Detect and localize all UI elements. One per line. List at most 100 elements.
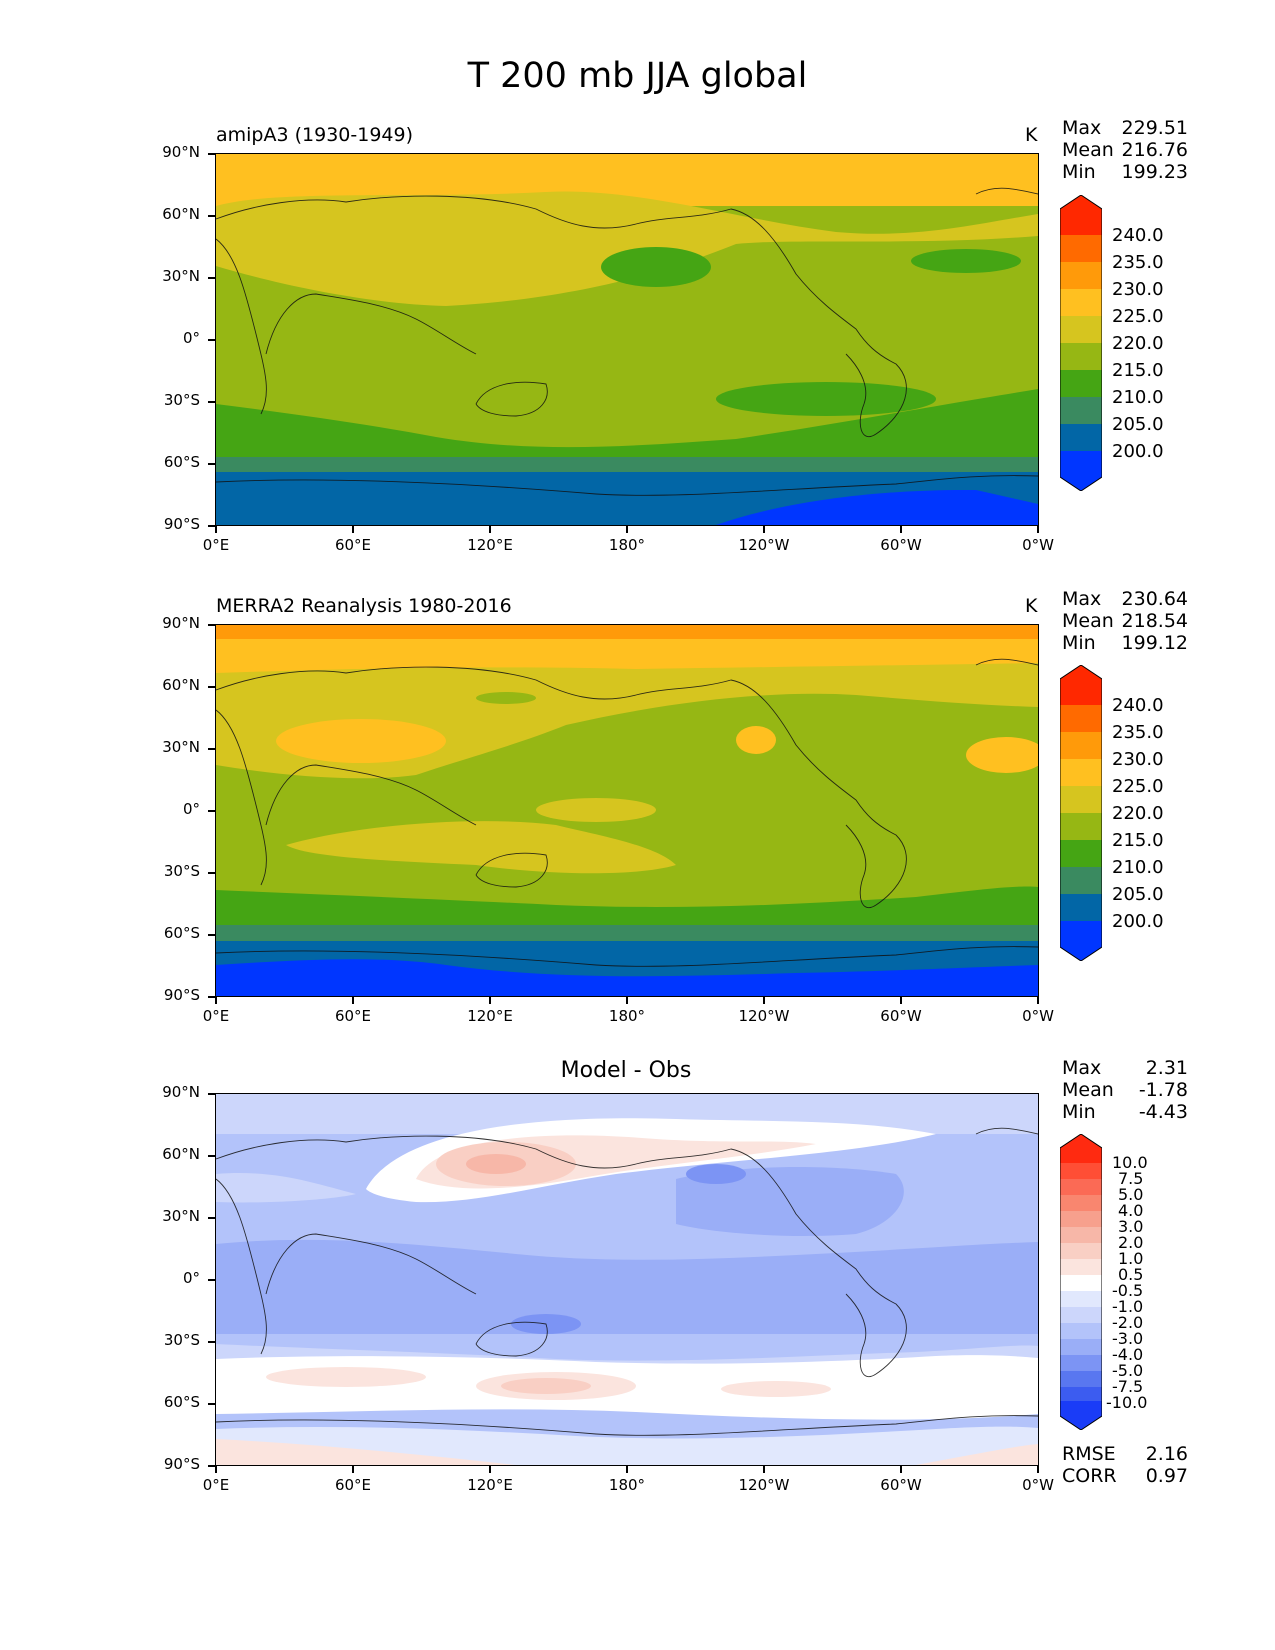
p3-cbar-neg5: -5.0 — [1112, 1361, 1144, 1380]
panel3-title: Model - Obs — [560, 1058, 692, 1083]
p1-lon-0e: 0°E — [202, 536, 230, 554]
panel3-metrics: RMSE 2.16 CORR 0.97 — [1062, 1443, 1188, 1487]
p2-cbar-205: 205.0 — [1112, 884, 1164, 905]
p2-cbar-200: 200.0 — [1112, 911, 1164, 932]
p2-band-230 — [216, 625, 1038, 639]
p2-lon-120e: 120°E — [467, 1007, 513, 1025]
p3-lat-30n: 30°N — [162, 1207, 200, 1225]
p2-band-210 — [216, 886, 1038, 930]
p2-lat-60n: 60°N — [162, 676, 200, 694]
p1-lon-60w: 60°W — [880, 536, 922, 554]
p2-lat-30s: 30°S — [163, 862, 200, 880]
panel2-stats: Max 230.64 Mean 218.54 Min 199.12 — [1062, 588, 1188, 654]
p2-lat-60s: 60°S — [163, 924, 200, 942]
p1-cbar-230: 230.0 — [1112, 279, 1164, 300]
p1-lon-0w: 0°W — [1022, 536, 1054, 554]
p1-lat-60n: 60°N — [162, 205, 200, 223]
p2-lat-90s: 90°S — [163, 986, 200, 1004]
panel1-units: K — [1025, 124, 1038, 146]
panel2-colorbar — [1059, 664, 1103, 962]
panel2-map — [215, 624, 1039, 997]
panel3-map — [215, 1093, 1039, 1466]
p3-cbar-neg10: -10.0 — [1106, 1393, 1148, 1412]
panel2-contour-field — [216, 625, 1038, 996]
p3-lat-60n: 60°N — [162, 1145, 200, 1163]
p1-lat-60s: 60°S — [163, 453, 200, 471]
p1-cold-pacific — [601, 247, 711, 287]
p3-cbar-2: 2.0 — [1118, 1233, 1144, 1252]
p1-lat-0: 0° — [182, 329, 200, 347]
p1-cold-south-pacific — [716, 382, 936, 416]
figure-title: T 200 mb JJA global — [467, 56, 808, 96]
p1-cbar-220: 220.0 — [1112, 333, 1164, 354]
p1-band-220-north — [216, 191, 1038, 306]
p2-band-205 — [216, 925, 1038, 943]
p2-lat-90n: 90°N — [162, 614, 200, 632]
p2-band-220-south — [286, 821, 676, 874]
p3-warm-south-1 — [266, 1367, 426, 1387]
p2-lon-180: 180° — [608, 1007, 646, 1025]
p1-cbar-205: 205.0 — [1112, 414, 1164, 435]
p1-lat-30s: 30°S — [163, 391, 200, 409]
panel3-stats: Max 2.31 Mean -1.78 Min -4.43 — [1062, 1057, 1188, 1123]
p1-lat-30n: 30°N — [162, 267, 200, 285]
p1-lon-60e: 60°E — [334, 536, 372, 554]
panel2-title: MERRA2 Reanalysis 1980-2016 — [216, 595, 512, 617]
p3-lon-120e: 120°E — [467, 1476, 513, 1494]
panel1-stats: Max 229.51 Mean 216.76 Min 199.23 — [1062, 117, 1188, 183]
p1-band-205 — [216, 457, 1038, 475]
p1-band-below-200 — [716, 489, 1038, 525]
p3-coastlines — [216, 1127, 1038, 1436]
p2-lon-120w: 120°W — [738, 1007, 790, 1025]
p1-lat-90n: 90°N — [162, 143, 200, 161]
p3-lat-90s: 90°S — [163, 1455, 200, 1473]
p1-coastlines — [216, 187, 1038, 496]
p2-lon-0w: 0°W — [1022, 1007, 1054, 1025]
p3-cbar-1: 1.0 — [1118, 1249, 1144, 1268]
p2-cbar-215: 215.0 — [1112, 830, 1164, 851]
p2-cbar-220: 220.0 — [1112, 803, 1164, 824]
p2-coastlines — [216, 658, 1038, 967]
p1-cbar-210: 210.0 — [1112, 387, 1164, 408]
p3-cbar-7.5: 7.5 — [1118, 1169, 1144, 1188]
p2-lon-0e: 0°E — [202, 1007, 230, 1025]
p3-lon-0w: 0°W — [1022, 1476, 1054, 1494]
p3-cbar-neg2: -2.0 — [1112, 1313, 1144, 1332]
p3-cold-pacific — [676, 1167, 904, 1236]
p1-lon-120e: 120°E — [467, 536, 513, 554]
p1-cbar-200: 200.0 — [1112, 441, 1164, 462]
p1-band-210 — [216, 389, 1038, 464]
p3-cbar-4: 4.0 — [1118, 1201, 1144, 1220]
panel1-map — [215, 153, 1039, 526]
p3-band-tropics — [216, 1239, 1038, 1334]
p2-cbar-235: 235.0 — [1112, 722, 1164, 743]
p1-cbar-240: 240.0 — [1112, 225, 1164, 246]
p2-warm-asia — [276, 719, 446, 763]
p3-lon-60e: 60°E — [334, 1476, 372, 1494]
panel3-contour-field — [216, 1094, 1038, 1465]
p3-cbar-10: 10.0 — [1112, 1153, 1148, 1172]
p3-cbar-5: 5.0 — [1118, 1185, 1144, 1204]
p2-lon-60w: 60°W — [880, 1007, 922, 1025]
p2-warm-mexico — [736, 726, 776, 754]
p3-cbar-0.5: 0.5 — [1118, 1265, 1144, 1284]
p2-cold-patch-asia — [476, 692, 536, 704]
p3-cbar-neg0.5: -0.5 — [1112, 1281, 1144, 1300]
p2-cbar-230: 230.0 — [1112, 749, 1164, 770]
p3-cbar-neg4: -4.0 — [1112, 1345, 1144, 1364]
panel1-title: amipA3 (1930-1949) — [216, 124, 414, 146]
p3-lat-90n: 90°N — [162, 1083, 200, 1101]
panel1-contour-field — [216, 154, 1038, 525]
panel1-colorbar — [1059, 194, 1103, 492]
p1-cbar-235: 235.0 — [1112, 252, 1164, 273]
p3-lat-30s: 30°S — [163, 1331, 200, 1349]
panel2-units: K — [1025, 595, 1038, 617]
p1-cbar-225: 225.0 — [1112, 306, 1164, 327]
p2-lon-60e: 60°E — [334, 1007, 372, 1025]
p2-cbar-225: 225.0 — [1112, 776, 1164, 797]
p1-lon-180: 180° — [608, 536, 646, 554]
p2-lat-30n: 30°N — [162, 738, 200, 756]
p1-cold-atlantic — [911, 249, 1021, 273]
p2-cbar-240: 240.0 — [1112, 695, 1164, 716]
p2-lat-0: 0° — [182, 800, 200, 818]
